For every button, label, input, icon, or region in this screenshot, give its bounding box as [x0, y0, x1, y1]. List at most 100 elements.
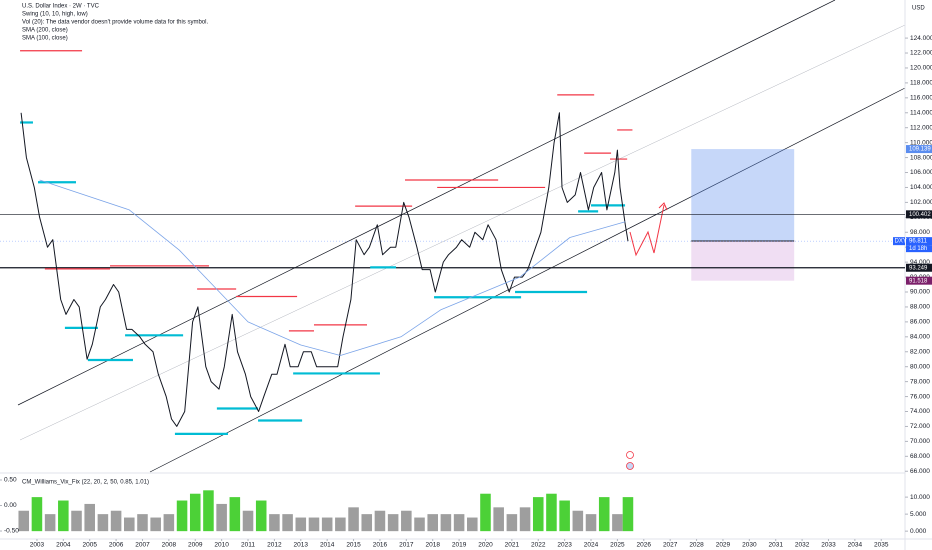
oscillator-bar — [467, 517, 478, 532]
y-tick-label: 114.000 — [910, 109, 932, 116]
oscillator-bar — [137, 514, 148, 532]
y-tick-label: 70.000 — [910, 438, 930, 445]
x-tick-label: 2023 — [557, 542, 572, 549]
oscillator-bar — [598, 497, 610, 532]
oscillator-bar — [58, 500, 69, 532]
oscillator-bar — [295, 517, 307, 532]
oscillator-bar — [401, 510, 412, 532]
symbol-badge — [893, 237, 905, 246]
channel-line — [17, 0, 836, 406]
y2-tick-label: 0.50 — [4, 477, 17, 484]
oscillator-bar — [506, 514, 518, 532]
y-tick-label: 80.000 — [910, 363, 930, 370]
countdown-bg — [906, 245, 932, 253]
y2-tick-label: -0.50 — [4, 528, 19, 535]
oscillator-bar — [532, 497, 544, 532]
x-tick-label: 2006 — [109, 542, 124, 549]
x-tick-label: 2011 — [241, 542, 255, 549]
channel-midline — [19, 24, 906, 441]
oscillator-bar — [374, 510, 386, 532]
indicator-label: Swing (10, 10, high, low) — [22, 12, 88, 18]
oscillator-bar — [242, 510, 254, 532]
oscillator-bar — [493, 507, 504, 532]
oscillator-bar — [269, 514, 280, 532]
chart-title: U.S. Dollar Index · 2W · TVC — [22, 4, 100, 10]
stop-zone — [691, 240, 795, 281]
y-tick-label: 66.000 — [910, 468, 930, 475]
oscillator-bar — [622, 497, 634, 532]
y-tick-label: 10.000 — [910, 494, 930, 501]
y-tick-label: 120.000 — [910, 65, 932, 72]
oscillator-bar — [546, 493, 557, 532]
price-tag-label: 93.249 — [909, 265, 928, 271]
y-tick-label: 74.000 — [910, 408, 930, 415]
indicator-label: Vol (20): The data vendor doesn't provid… — [22, 20, 208, 26]
indicator-label: SMA (200, close) — [22, 28, 68, 34]
y-tick-label: 78.000 — [910, 378, 930, 385]
event-icon[interactable] — [626, 451, 634, 459]
x-tick-label: 2026 — [637, 542, 652, 549]
x-tick-label: 2028 — [689, 542, 704, 549]
oscillator-bar — [44, 514, 56, 532]
oscillator-bar — [84, 503, 95, 532]
x-tick-label: 2016 — [373, 542, 388, 549]
y-tick-label: 102.000 — [910, 199, 932, 206]
x-tick-label: 2019 — [452, 542, 467, 549]
y-tick-label: 112.000 — [910, 124, 932, 131]
y2-tick-label: 0.00 — [4, 502, 17, 509]
oscillator-bar — [453, 514, 465, 532]
y-tick-label: 98.000 — [910, 229, 930, 236]
countdown: 1d 18h — [909, 246, 927, 252]
y-tick-label: 94.000 — [910, 259, 930, 266]
price-tag-label: 100.402 — [909, 212, 931, 218]
oscillator-bar — [203, 490, 214, 532]
oscillator-bar — [216, 503, 227, 532]
y-tick-label: 108.000 — [910, 154, 932, 161]
oscillator-bar — [124, 517, 135, 532]
x-tick-label: 2012 — [267, 542, 282, 549]
x-tick-label: 2021 — [505, 542, 520, 549]
indicator-label: SMA (100, close) — [22, 36, 68, 42]
event-icon[interactable] — [626, 462, 634, 470]
x-tick-label: 2034 — [848, 542, 863, 549]
y-tick-label: 90.000 — [910, 289, 930, 296]
x-tick-label: 2029 — [716, 542, 731, 549]
x-tick-label: 2025 — [610, 542, 625, 549]
projection-path — [629, 204, 665, 257]
oscillator-bar — [335, 517, 346, 532]
x-tick-label: 2015 — [346, 542, 361, 549]
oscillator-bar — [585, 514, 597, 532]
oscillator-bar — [18, 510, 30, 532]
y-tick-label: 82.000 — [910, 348, 930, 355]
oscillator-bar — [361, 514, 373, 532]
x-tick-label: 2018 — [425, 542, 440, 549]
oscillator-bar — [440, 514, 452, 532]
channel-line — [149, 87, 906, 473]
oscillator-bar — [427, 514, 438, 532]
price-tag-label: 96.811 — [909, 239, 928, 245]
arrow-head — [658, 202, 668, 211]
oscillator-bar — [308, 517, 320, 532]
y-tick-label: 68.000 — [910, 453, 930, 460]
x-tick-label: 2009 — [188, 542, 203, 549]
y-tick-label: 76.000 — [910, 393, 930, 400]
x-tick-label: 2008 — [162, 542, 177, 549]
x-tick-label: 2022 — [531, 542, 546, 549]
oscillator-bar — [414, 517, 425, 532]
oscillator-bar — [97, 514, 109, 532]
oscillator-bar — [71, 510, 82, 532]
x-tick-label: 2027 — [663, 542, 678, 549]
price-tag-label: 109.139 — [909, 147, 931, 153]
x-tick-label: 2032 — [795, 542, 810, 549]
y-tick-label: 110.000 — [910, 139, 932, 146]
x-tick-label: 2031 — [768, 542, 783, 549]
y-tick-label: 116.000 — [910, 95, 932, 102]
x-tick-label: 2010 — [214, 542, 229, 549]
oscillator-bar — [163, 514, 175, 532]
oscillator-bar — [348, 507, 359, 532]
price-tag — [906, 237, 932, 246]
oscillator-bar — [176, 500, 188, 532]
oscillator-title: CM_Williams_Vix_Fix (22, 20, 2, 50, 0.85… — [22, 480, 149, 486]
y-tick-label: 106.000 — [910, 169, 932, 176]
